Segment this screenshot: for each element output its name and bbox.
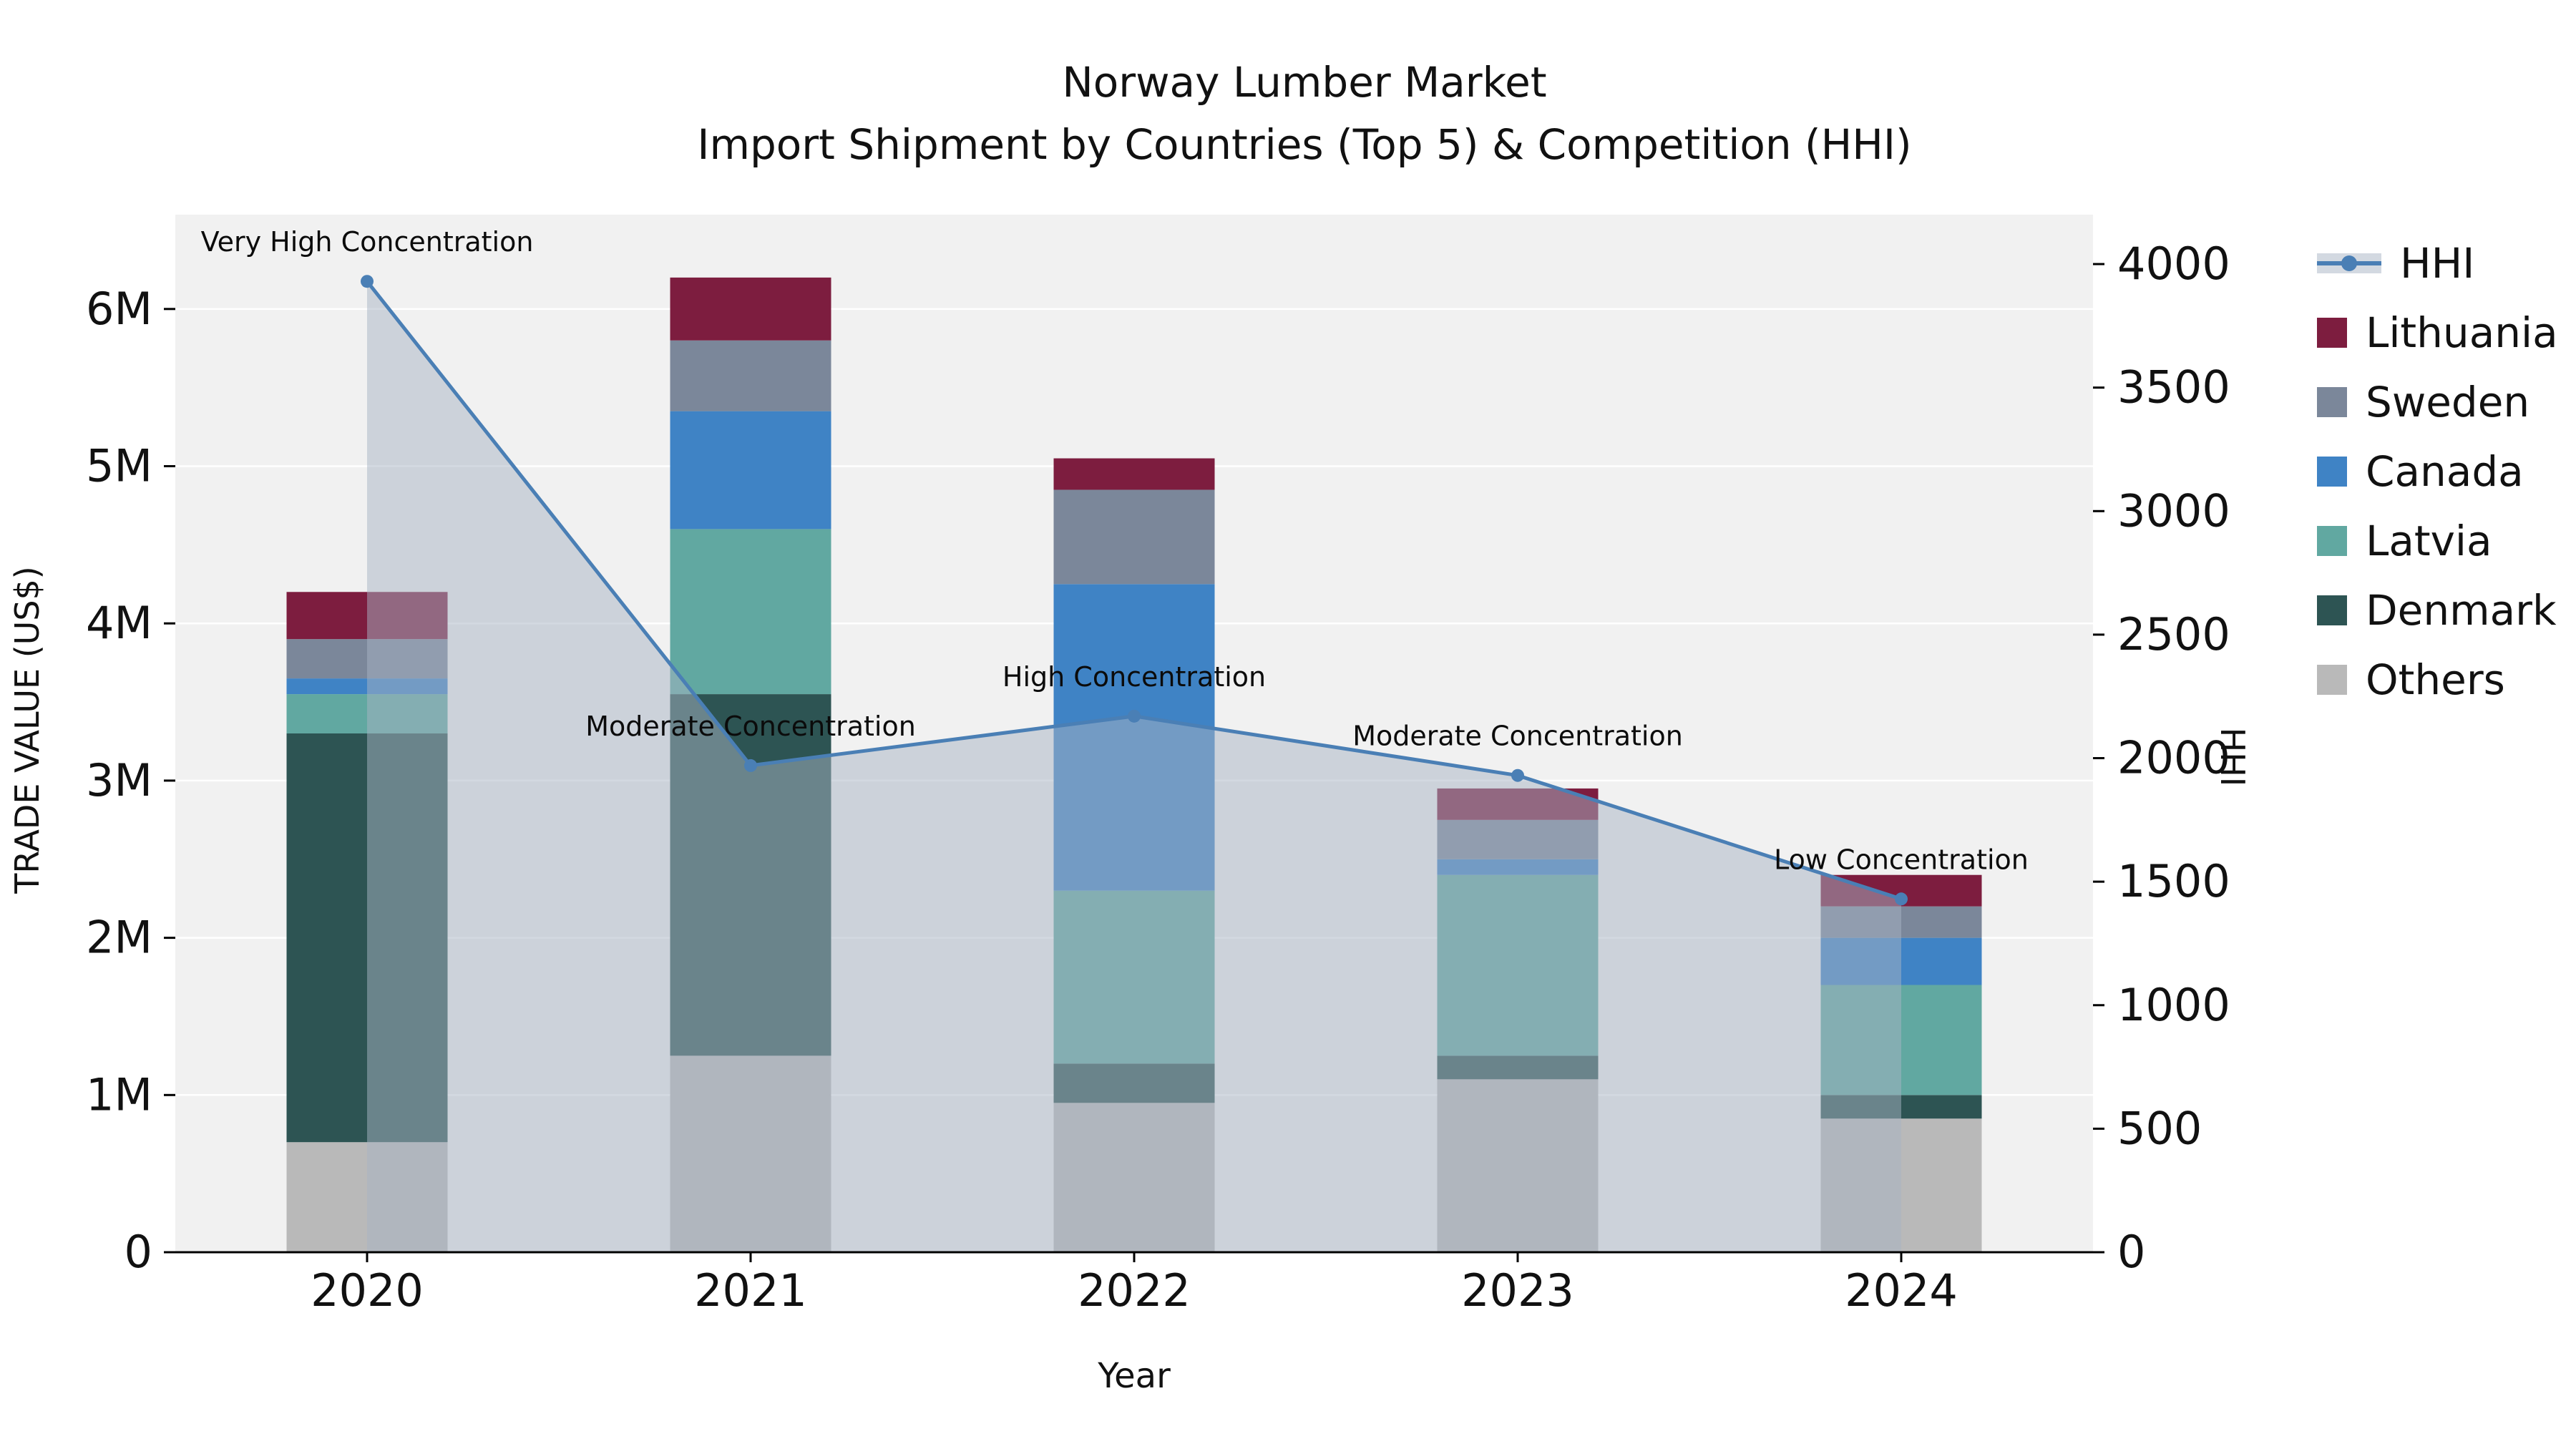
bar-segment-canada-2021 [670,411,831,530]
bar-segment-sweden-2021 [670,340,831,411]
y-tick-right: 3000 [2117,484,2230,537]
y-tick-left: 6M [86,283,152,335]
y-tick-left: 3M [86,754,152,806]
y-tick-right: 4000 [2117,238,2230,290]
legend-swatch-sweden [2317,387,2347,417]
hhi-area [367,281,1901,1252]
hhi-marker-2022 [1128,709,1141,723]
legend-item-canada: Canada [2317,447,2558,496]
annotation-2023: Moderate Concentration [1352,721,1683,752]
y-tick-left: 2M [86,912,152,964]
chart-title-line2: Import Shipment by Countries (Top 5) & C… [697,120,1912,169]
y-tick-left: 5M [86,440,152,492]
legend-swatch-latvia [2317,526,2347,556]
legend-label-lithuania: Lithuania [2366,308,2558,357]
x-tick-2023: 2023 [1461,1264,1574,1317]
legend-swatch-others [2317,665,2347,695]
annotation-2022: High Concentration [1002,661,1266,693]
y-tick-right: 2500 [2117,608,2230,660]
legend-swatch-denmark [2317,595,2347,625]
hhi-marker-2023 [1511,769,1524,782]
y-tick-right: 0 [2117,1226,2145,1278]
hhi-marker-2021 [744,758,757,772]
bar-segment-latvia-2021 [670,529,831,695]
legend-label-denmark: Denmark [2366,586,2557,635]
legend-swatch-lithuania [2317,318,2347,348]
y-tick-right: 2000 [2117,732,2230,784]
legend-label-sweden: Sweden [2366,378,2530,426]
bar-segment-lithuania-2021 [670,277,831,341]
legend-item-lithuania: Lithuania [2317,308,2558,357]
annotation-2020: Very High Concentration [201,226,534,258]
hhi-marker-glyph [2341,255,2357,271]
bar-segment-lithuania-2022 [1053,458,1215,490]
legend-item-hhi: HHI [2317,239,2558,288]
hhi-marker-2020 [361,275,374,288]
legend-label-others: Others [2366,655,2505,704]
legend: HHI Lithuania Sweden Canada Latvia Denmark Oth… [2317,239,2558,704]
y-tick-right: 1000 [2117,979,2230,1031]
legend-item-denmark: Denmark [2317,586,2558,635]
x-tick-2021: 2021 [694,1264,807,1317]
legend-item-sweden: Sweden [2317,378,2558,426]
y-axis-title-left: TRADE VALUE (US$) [8,566,47,894]
chart-title-line1: Norway Lumber Market [1062,58,1547,107]
annotation-2024: Low Concentration [1774,844,2029,875]
legend-item-others: Others [2317,655,2558,704]
legend-label-latvia: Latvia [2366,517,2492,565]
y-tick-right: 500 [2117,1102,2202,1154]
legend-label-hhi: HHI [2400,239,2475,288]
chart-title: Norway Lumber Market Import Shipment by … [697,52,1911,176]
y-tick-right: 3500 [2117,361,2230,414]
bar-segment-sweden-2022 [1053,489,1215,585]
x-tick-2022: 2022 [1078,1264,1191,1317]
x-axis-title: Year [1098,1356,1171,1396]
y-tick-right: 1500 [2117,855,2230,907]
legend-swatch-canada [2317,457,2347,487]
y-tick-left: 1M [86,1068,152,1121]
y-tick-left: 4M [86,597,152,649]
legend-label-canada: Canada [2366,447,2524,496]
x-tick-2024: 2024 [1845,1264,1958,1317]
annotation-2021: Moderate Concentration [585,711,916,742]
hhi-line-swatch-icon [2317,249,2381,278]
legend-item-latvia: Latvia [2317,517,2558,565]
hhi-marker-2024 [1895,892,1908,906]
y-tick-left: 0 [125,1226,152,1278]
y-axis-title-right: HHI [2213,727,2252,787]
x-tick-2020: 2020 [311,1264,424,1317]
